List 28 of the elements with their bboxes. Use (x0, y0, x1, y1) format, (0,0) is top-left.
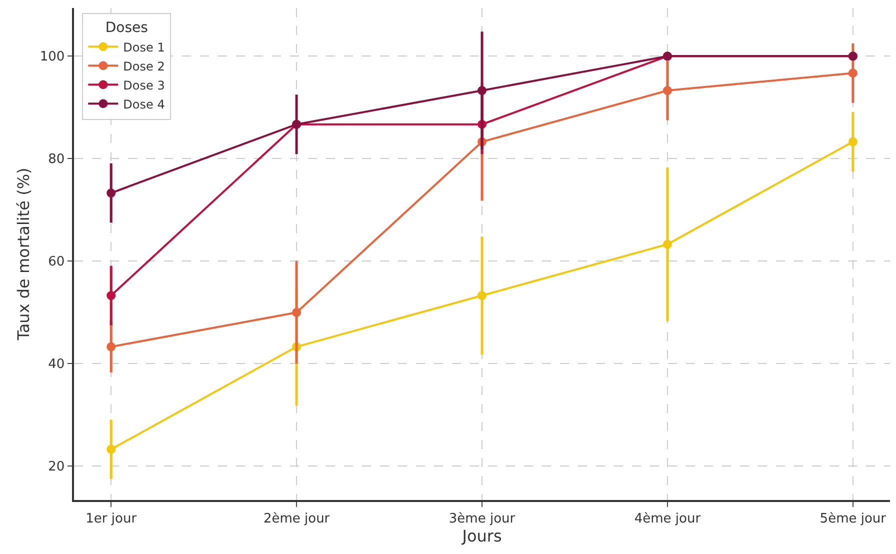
y-tick-label: 40 (48, 357, 65, 372)
x-tick-label: 5ème jour (820, 511, 887, 526)
point (848, 68, 858, 78)
x-tick-label: 1er jour (86, 511, 138, 526)
point (478, 86, 486, 96)
point (848, 137, 858, 146)
point (662, 240, 672, 249)
legend-label: Dose 4 (123, 97, 165, 112)
point (478, 291, 486, 300)
legend-title: Doses (105, 20, 148, 36)
legend-label: Dose 3 (123, 78, 165, 92)
y-tick-label: 20 (48, 460, 65, 475)
y-axis-title: Taux de mortalité (%) (14, 168, 34, 342)
y-tick-label: 80 (48, 152, 65, 168)
y-tick-label: 100 (40, 50, 65, 65)
x-axis-title: Jours (461, 526, 502, 546)
point (106, 291, 116, 300)
point (292, 308, 302, 317)
point (662, 86, 672, 96)
y-tick-label: 60 (48, 254, 65, 270)
point (106, 444, 116, 454)
x-tick-label: 2ème jour (263, 511, 330, 526)
point (106, 342, 116, 352)
x-tick-label: 3ème jour (448, 511, 516, 526)
x-tick-label: 4ème jour (634, 511, 702, 526)
legend-label: Dose 2 (123, 59, 165, 74)
legend-label: Dose 1 (123, 40, 165, 54)
point (106, 188, 116, 198)
